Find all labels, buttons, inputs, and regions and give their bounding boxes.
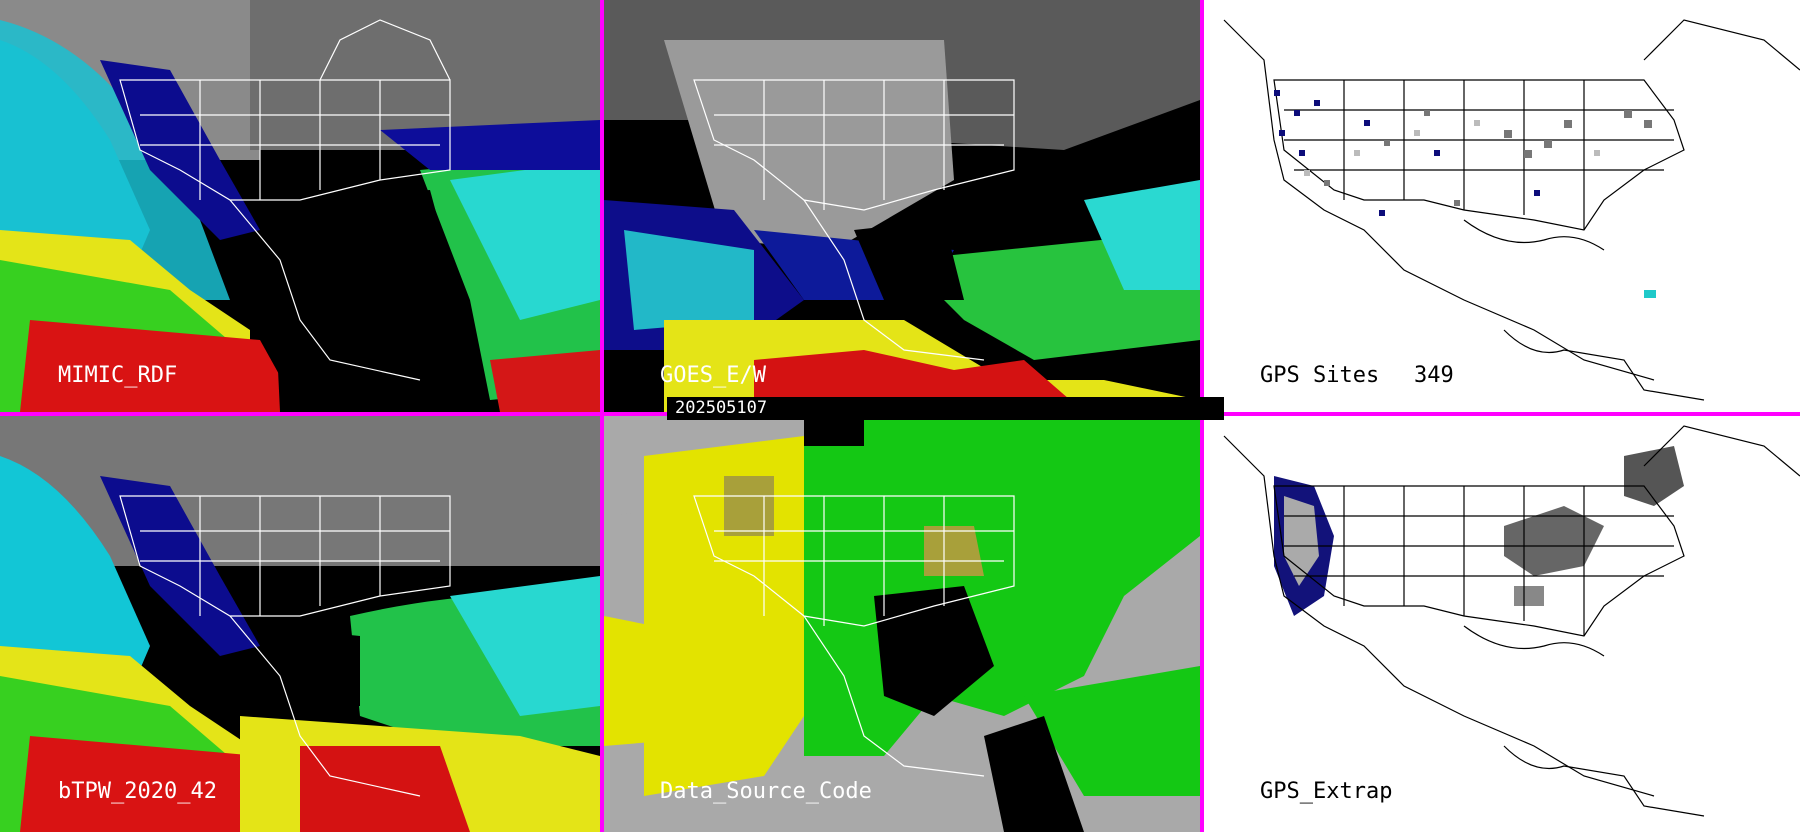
goes-label: GOES_E/W <box>660 363 766 388</box>
btpw-label: bTPW_2020_42 <box>58 779 217 804</box>
gps-extrap-panel: GPS_Extrap <box>1204 416 1800 832</box>
gps-extrap-label: GPS_Extrap <box>1260 779 1393 804</box>
gps-sites-count: 349 <box>1414 363 1454 388</box>
goes-tpw-map <box>604 0 1200 412</box>
mimic-label: MIMIC_RDF <box>58 363 178 388</box>
mimic-tpw-map <box>0 0 600 412</box>
gps-extrap-map <box>1204 416 1800 832</box>
data-source-code-map <box>604 416 1200 832</box>
gps-sites-label: GPS Sites <box>1260 363 1380 388</box>
goes-panel: GOES_E/W <box>604 0 1200 412</box>
date-label: 202505107 <box>675 398 768 418</box>
vertical-separator-left <box>600 0 604 832</box>
mimic-rdf-panel: MIMIC_RDF <box>0 0 600 412</box>
btpw-tpw-map <box>0 416 600 832</box>
gps-sites-map <box>1204 0 1800 412</box>
data-source-code-label: Data_Source_Code <box>660 779 872 804</box>
data-source-code-panel: Data_Source_Code <box>604 416 1200 832</box>
gps-sites-panel: GPS Sites 349 <box>1204 0 1800 412</box>
date-bar: 202505107 <box>667 397 1224 420</box>
btpw-panel: bTPW_2020_42 <box>0 416 600 832</box>
